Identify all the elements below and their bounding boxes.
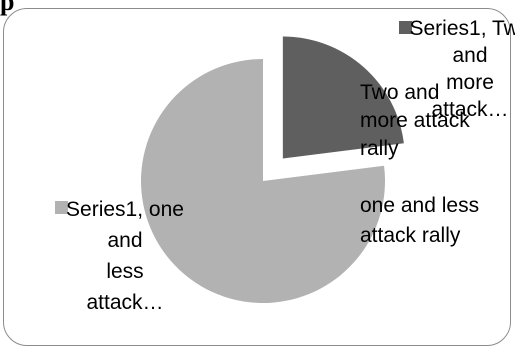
data-label: one and less attack rally bbox=[360, 194, 479, 247]
legend-swatch bbox=[399, 21, 412, 34]
legend-swatch bbox=[55, 201, 68, 214]
page-heading: p bbox=[0, 0, 14, 16]
legend-entry: Series1, Twoandmoreattack… bbox=[409, 17, 515, 121]
chart-area bbox=[3, 8, 511, 346]
pie-slice bbox=[282, 36, 404, 159]
legend-entry: Series1, one and less attack… bbox=[66, 198, 184, 314]
data-label: Two and more attack rally bbox=[360, 81, 470, 160]
pie-slice bbox=[140, 59, 386, 304]
